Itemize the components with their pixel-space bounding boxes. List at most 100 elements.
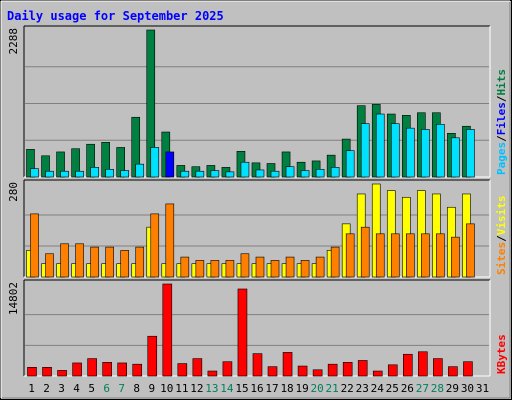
bar-kbytes-day-16 <box>252 353 263 377</box>
bar-sites-day-28 <box>436 233 445 278</box>
bar-sites-day-21 <box>330 246 340 278</box>
bar-kbytes-day-3 <box>57 370 67 377</box>
bar-files-day-26 <box>406 127 415 178</box>
bar-sites-day-5 <box>90 246 99 278</box>
bar-kbytes-day-14 <box>222 361 233 377</box>
x-label-day-2: 2 <box>43 382 50 395</box>
bar-files-day-29 <box>451 137 460 178</box>
bar-kbytes-day-4 <box>72 362 82 377</box>
x-label-day-30: 30 <box>461 382 474 395</box>
y-max-label: 2288 <box>7 28 20 55</box>
bar-kbytes-day-19 <box>297 365 308 377</box>
x-label-day-22: 22 <box>341 382 354 395</box>
bar-kbytes-day-11 <box>177 363 188 377</box>
bar-sites-day-25 <box>390 233 400 278</box>
x-label-day-9: 9 <box>148 382 155 395</box>
bar-kbytes-day-29 <box>448 366 458 377</box>
bar-sites-day-26 <box>406 233 415 278</box>
bar-kbytes-day-22 <box>342 362 353 377</box>
x-label-day-1: 1 <box>28 382 35 395</box>
bar-files-day-7 <box>120 170 129 178</box>
x-label-day-4: 4 <box>73 382 80 395</box>
bar-files-day-8 <box>135 163 145 178</box>
x-label-day-18: 18 <box>280 382 293 395</box>
bar-files-day-1 <box>30 168 39 178</box>
legend-item: Sites <box>495 242 508 275</box>
bar-files-day-14 <box>225 171 235 178</box>
x-label-day-15: 15 <box>235 382 248 395</box>
x-label-day-12: 12 <box>190 382 203 395</box>
x-label-day-28: 28 <box>431 382 444 395</box>
bar-kbytes-day-6 <box>102 362 112 377</box>
bar-kbytes-day-2 <box>42 366 52 377</box>
x-label-day-23: 23 <box>356 382 369 395</box>
bar-files-day-18 <box>285 166 295 178</box>
bar-sites-day-22 <box>345 233 355 278</box>
x-label-day-5: 5 <box>88 382 95 395</box>
bar-sites-day-17 <box>270 260 280 278</box>
bar-sites-day-20 <box>315 256 325 278</box>
x-label-day-6: 6 <box>103 382 110 395</box>
legend-separator: / <box>495 95 508 102</box>
bar-kbytes-day-8 <box>132 363 143 377</box>
bar-files-day-11 <box>180 170 190 178</box>
bar-kbytes-day-15 <box>237 288 248 377</box>
bar-sites-day-27 <box>421 233 430 278</box>
bar-sites-day-10 <box>165 203 175 278</box>
bar-sites-day-14 <box>225 260 235 278</box>
bar-files-day-17 <box>270 170 280 178</box>
bar-files-day-16 <box>255 169 265 178</box>
legend: Sites/Visits <box>495 196 508 276</box>
bar-files-day-22 <box>345 150 355 178</box>
x-label-day-17: 17 <box>265 382 278 395</box>
legend-item: KBytes <box>495 334 508 374</box>
x-label-day-31: 31 <box>476 382 489 395</box>
x-axis-day-labels: 1 2 3 4 5 6 7 8 9 10 11 12 13 14 15 16 17 18 19 20 21 22 23 24 2… <box>28 382 489 395</box>
bar-files-day-4 <box>75 170 84 178</box>
x-label-day-24: 24 <box>371 382 385 395</box>
legend-item: Pages <box>495 142 508 175</box>
bar-kbytes-day-10 <box>162 283 173 377</box>
bar-kbytes-day-26 <box>403 353 413 377</box>
x-label-day-19: 19 <box>295 382 308 395</box>
bar-sites-day-3 <box>60 243 69 278</box>
bar-files-day-2 <box>45 170 54 178</box>
bar-files-day-9 <box>150 147 160 178</box>
x-label-day-21: 21 <box>326 382 339 395</box>
bar-sites-day-1 <box>30 213 39 278</box>
x-label-day-14: 14 <box>220 382 234 395</box>
bar-files-day-28 <box>436 124 445 178</box>
x-label-day-7: 7 <box>118 382 125 395</box>
bar-sites-day-2 <box>45 253 54 278</box>
y-max-label: 14802 <box>7 282 20 315</box>
bar-sites-day-16 <box>255 256 265 278</box>
panel-kbytes: 14802 KBytes <box>7 279 508 377</box>
bar-kbytes-day-7 <box>117 362 127 377</box>
bar-sites-day-13 <box>210 260 220 278</box>
bar-sites-day-23 <box>360 226 370 278</box>
bar-sites-day-24 <box>375 233 385 278</box>
bar-kbytes-day-25 <box>387 364 398 377</box>
x-label-day-20: 20 <box>311 382 324 395</box>
bar-files-day-13 <box>210 170 220 178</box>
legend-item: Hits <box>495 69 508 96</box>
bar-kbytes-day-20 <box>312 369 323 377</box>
bar-files-day-6 <box>105 168 114 178</box>
bar-kbytes-day-1 <box>27 366 37 377</box>
bar-sites-day-19 <box>300 260 310 278</box>
x-label-day-25: 25 <box>386 382 399 395</box>
x-label-day-26: 26 <box>401 382 414 395</box>
x-label-day-3: 3 <box>58 382 65 395</box>
bar-sites-day-4 <box>75 243 84 278</box>
bar-files-day-30 <box>466 129 475 178</box>
bar-sites-day-6 <box>105 246 114 278</box>
legend: KBytes <box>495 334 508 374</box>
bar-kbytes-day-23 <box>357 360 368 377</box>
x-label-day-13: 13 <box>205 382 218 395</box>
bar-kbytes-day-24 <box>372 370 383 377</box>
bar-sites-day-11 <box>180 256 190 278</box>
bar-sites-day-8 <box>135 246 145 278</box>
bar-files-day-10 <box>165 151 175 178</box>
bar-files-day-19 <box>300 170 310 178</box>
